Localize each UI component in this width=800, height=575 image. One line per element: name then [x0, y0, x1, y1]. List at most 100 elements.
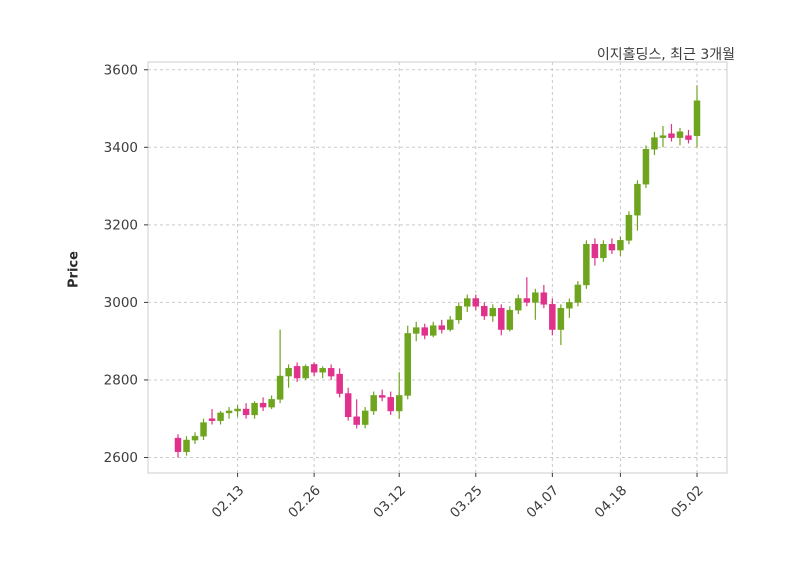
- candle-body: [447, 319, 454, 330]
- candle-down: [472, 294, 480, 311]
- candle-up: [370, 391, 377, 415]
- candle-body: [668, 133, 675, 138]
- candle-body: [617, 240, 624, 251]
- candle-body: [685, 135, 692, 140]
- candle-down: [549, 298, 556, 336]
- candle-body: [523, 298, 531, 303]
- candle-body: [191, 435, 199, 441]
- candle-down: [387, 391, 394, 415]
- candle-body: [276, 375, 284, 400]
- y-tick-label: 2600: [104, 450, 138, 466]
- candle-down: [685, 129, 692, 144]
- candle-body: [591, 243, 599, 259]
- candle-up: [225, 407, 233, 419]
- candle-up: [659, 125, 667, 148]
- x-tick-label: 02.13: [209, 483, 248, 522]
- candle-body: [625, 214, 633, 241]
- candle-body: [234, 408, 241, 412]
- candle-body: [608, 243, 616, 251]
- candle-body: [642, 148, 650, 185]
- candle-down: [591, 238, 599, 266]
- candle-down: [540, 284, 548, 309]
- candle-down: [608, 238, 616, 254]
- candle-up: [583, 240, 590, 289]
- x-tick-label: 03.25: [447, 483, 486, 522]
- candle-up: [693, 85, 701, 148]
- x-tick-label: 03.12: [370, 483, 409, 522]
- candle-body: [327, 368, 335, 377]
- candle-down: [498, 304, 505, 336]
- y-axis-label: Price: [66, 251, 82, 288]
- candle-body: [676, 131, 684, 138]
- candle-up: [625, 211, 633, 245]
- candle-body: [242, 408, 250, 416]
- candle-body: [515, 298, 522, 311]
- candle-down: [336, 368, 343, 398]
- candle-up: [217, 410, 224, 425]
- candle-body: [302, 366, 309, 379]
- candle-body: [574, 284, 582, 303]
- candle-body: [498, 307, 505, 330]
- candle-body: [489, 307, 497, 317]
- x-tick-label: 02.26: [285, 483, 324, 522]
- candle-up: [302, 364, 309, 380]
- y-tick-label: 3600: [104, 62, 138, 78]
- candle-body: [183, 439, 190, 452]
- candle-body: [217, 412, 224, 421]
- candle-up: [574, 281, 582, 307]
- candle-down: [438, 319, 446, 334]
- candle-body: [464, 298, 471, 307]
- y-tick-label: 3200: [104, 217, 138, 233]
- candle-down: [174, 434, 182, 458]
- candle-body: [387, 397, 394, 412]
- candles: [174, 85, 701, 458]
- candle-body: [549, 304, 556, 330]
- candle-down: [242, 403, 250, 419]
- candle-down: [208, 409, 216, 425]
- candle-up: [395, 372, 403, 419]
- candle-body: [693, 100, 701, 136]
- candle-body: [455, 306, 463, 321]
- candle-body: [353, 416, 360, 425]
- candle-body: [583, 243, 590, 286]
- candle-body: [285, 368, 292, 377]
- candle-body: [566, 302, 573, 309]
- candle-down: [523, 277, 531, 307]
- candle-up: [532, 288, 539, 320]
- candle-up: [285, 364, 292, 388]
- candle-up: [634, 180, 641, 231]
- chart-title: 이지홀딩스, 최근 3개월: [596, 47, 735, 63]
- candle-body: [421, 327, 428, 336]
- candle-body: [540, 292, 548, 305]
- candle-body: [268, 399, 275, 408]
- candle-up: [276, 329, 284, 404]
- y-tick-label: 2800: [104, 372, 138, 388]
- candle-up: [566, 298, 573, 318]
- x-tick-label: 05.02: [668, 483, 707, 522]
- candle-body: [395, 395, 403, 412]
- candle-body: [174, 437, 182, 452]
- candle-up: [404, 325, 411, 400]
- candle-up: [412, 321, 420, 342]
- candle-body: [481, 306, 488, 317]
- candle-up: [251, 401, 258, 419]
- y-tick-label: 3400: [104, 140, 138, 156]
- candle-down: [344, 387, 352, 421]
- candle-up: [557, 304, 565, 346]
- candle-down: [327, 364, 335, 380]
- candle-body: [600, 243, 607, 259]
- candle-up: [191, 432, 199, 444]
- candle-up: [617, 236, 624, 256]
- candle-down: [668, 124, 675, 142]
- candle-body: [319, 368, 326, 373]
- candle-down: [378, 389, 386, 402]
- axis-ticks: [144, 69, 698, 477]
- candle-body: [370, 395, 377, 412]
- candle-body: [659, 135, 667, 138]
- candle-down: [259, 397, 267, 411]
- candle-up: [489, 304, 497, 322]
- candle-up: [183, 436, 190, 456]
- candle-body: [378, 395, 386, 398]
- candle-body: [438, 325, 446, 330]
